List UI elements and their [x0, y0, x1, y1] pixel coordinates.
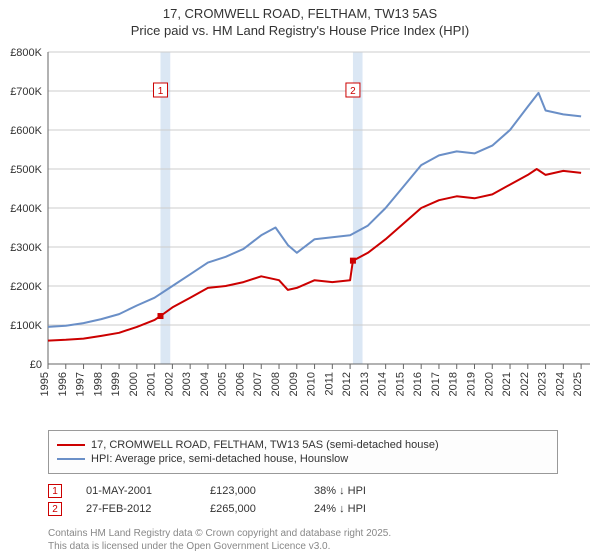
svg-text:1996: 1996 [57, 372, 69, 396]
svg-text:£600K: £600K [10, 125, 42, 137]
legend-label-subject: 17, CROMWELL ROAD, FELTHAM, TW13 5AS (se… [91, 439, 439, 451]
svg-text:2019: 2019 [465, 372, 477, 396]
chart-svg: £0 £100K £200K £300K £400K £500K £600K £700K £80… [0, 44, 600, 420]
svg-text:2005: 2005 [217, 372, 229, 396]
legend-label-hpi: HPI: Average price, semi-detached house,… [91, 453, 348, 465]
point-date-2: 27-FEB-2012 [86, 503, 186, 515]
svg-text:2013: 2013 [359, 372, 371, 396]
chart-title-block: 17, CROMWELL ROAD, FELTHAM, TW13 5AS Pri… [0, 0, 600, 40]
svg-text:£700K: £700K [10, 86, 42, 98]
svg-text:2009: 2009 [288, 372, 300, 396]
legend-item-subject: 17, CROMWELL ROAD, FELTHAM, TW13 5AS (se… [57, 439, 549, 451]
svg-text:2003: 2003 [181, 372, 193, 396]
price-points: 1 01-MAY-2001 £123,000 38% ↓ HPI 2 27-FE… [48, 480, 558, 520]
footer-attribution: Contains HM Land Registry data © Crown c… [48, 528, 558, 553]
chart-area: £0 £100K £200K £300K £400K £500K £600K £700K £80… [0, 44, 600, 420]
svg-text:1995: 1995 [39, 372, 51, 396]
legend-swatch-subject [57, 444, 85, 446]
svg-text:2022: 2022 [519, 372, 531, 396]
svg-text:£100K: £100K [10, 320, 42, 332]
svg-text:2010: 2010 [306, 372, 318, 396]
svg-text:£0: £0 [30, 359, 42, 371]
svg-text:2004: 2004 [199, 372, 211, 396]
svg-text:2021: 2021 [501, 372, 513, 396]
svg-text:2020: 2020 [483, 372, 495, 396]
price-point-1: 1 01-MAY-2001 £123,000 38% ↓ HPI [48, 484, 558, 498]
svg-text:2024: 2024 [554, 372, 566, 396]
svg-text:£800K: £800K [10, 47, 42, 59]
point-delta-2: 24% ↓ HPI [314, 503, 434, 515]
svg-text:1: 1 [158, 86, 164, 97]
svg-text:2012: 2012 [341, 372, 353, 396]
svg-text:2000: 2000 [128, 372, 140, 396]
point-date-1: 01-MAY-2001 [86, 485, 186, 497]
price-point-2: 2 27-FEB-2012 £265,000 24% ↓ HPI [48, 502, 558, 516]
svg-text:2006: 2006 [234, 372, 246, 396]
legend-swatch-hpi [57, 458, 85, 460]
svg-text:2018: 2018 [448, 372, 460, 396]
svg-text:2002: 2002 [163, 372, 175, 396]
svg-text:2011: 2011 [323, 372, 335, 396]
legend-item-hpi: HPI: Average price, semi-detached house,… [57, 453, 549, 465]
point-delta-1: 38% ↓ HPI [314, 485, 434, 497]
svg-text:£300K: £300K [10, 242, 42, 254]
svg-text:2008: 2008 [270, 372, 282, 396]
svg-text:£500K: £500K [10, 164, 42, 176]
svg-text:2015: 2015 [394, 372, 406, 396]
svg-text:2014: 2014 [377, 372, 389, 396]
svg-text:2016: 2016 [412, 372, 424, 396]
point-marker-1: 1 [48, 484, 62, 498]
svg-text:1998: 1998 [92, 372, 104, 396]
svg-text:2: 2 [350, 86, 356, 97]
title-line2: Price paid vs. HM Land Registry's House … [0, 23, 600, 40]
svg-text:1997: 1997 [75, 372, 87, 396]
footer-line1: Contains HM Land Registry data © Crown c… [48, 528, 558, 541]
svg-text:2001: 2001 [146, 372, 158, 396]
footer-line2: This data is licensed under the Open Gov… [48, 541, 558, 554]
point-price-2: £265,000 [210, 503, 290, 515]
svg-text:2025: 2025 [572, 372, 584, 396]
title-line1: 17, CROMWELL ROAD, FELTHAM, TW13 5AS [0, 6, 600, 23]
point-marker-2: 2 [48, 502, 62, 516]
svg-text:2017: 2017 [430, 372, 442, 396]
svg-text:£400K: £400K [10, 203, 42, 215]
svg-text:2023: 2023 [537, 372, 549, 396]
svg-text:1999: 1999 [110, 372, 122, 396]
svg-text:£200K: £200K [10, 281, 42, 293]
svg-text:2007: 2007 [252, 372, 264, 396]
point-price-1: £123,000 [210, 485, 290, 497]
legend: 17, CROMWELL ROAD, FELTHAM, TW13 5AS (se… [48, 430, 558, 474]
